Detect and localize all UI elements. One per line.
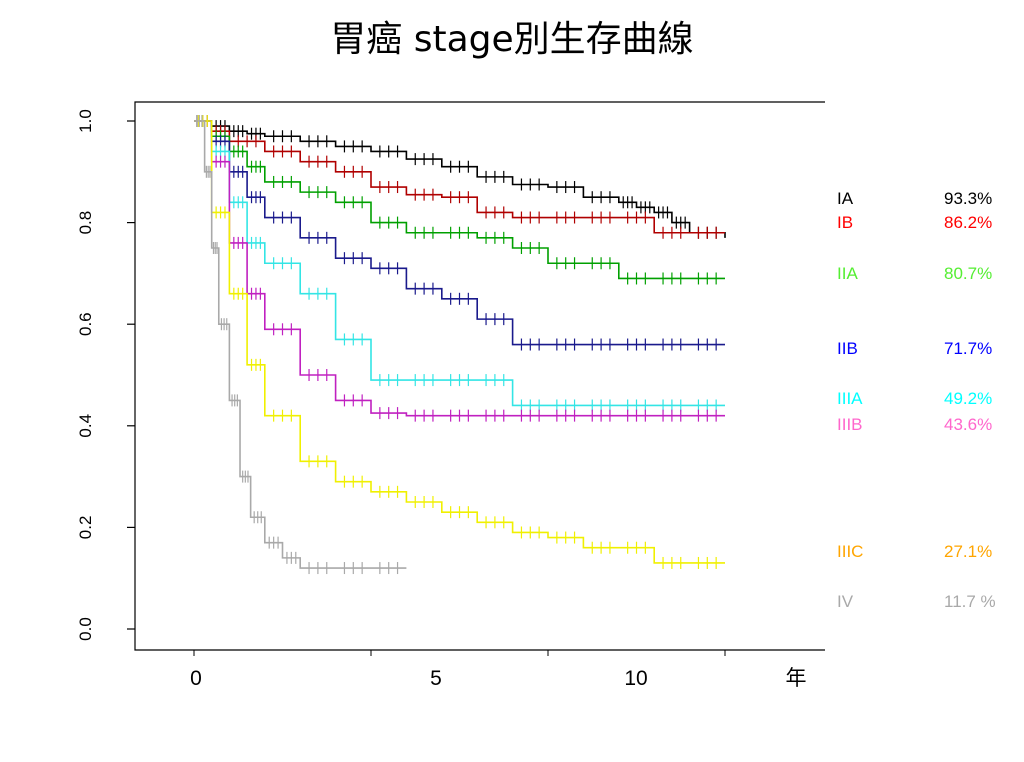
series-IA bbox=[194, 115, 726, 239]
legend-rate-IIIA: 49.2% bbox=[944, 389, 992, 408]
x-tick-label: 10 bbox=[624, 667, 647, 690]
legend-label-IV: IV bbox=[837, 592, 854, 611]
legend-rate-IV: 11.7 % bbox=[944, 592, 996, 611]
y-tick-label: 0.8 bbox=[76, 211, 95, 235]
legend-label-IIIA: IIIA bbox=[837, 389, 863, 408]
legend-rate-IIA: 80.7% bbox=[944, 264, 992, 283]
legend-rate-IA: 93.3% bbox=[944, 189, 992, 208]
legend-rate-IIB: 71.7% bbox=[944, 339, 992, 358]
x-tick-label: 0 bbox=[190, 667, 202, 690]
legend: IA 93.3% IB 86.2% IIA 80.7% IIB 71.7% IIIA 49.2% I… bbox=[837, 189, 996, 611]
plot-frame bbox=[134, 101, 825, 651]
legend-rate-IB: 86.2% bbox=[944, 213, 992, 232]
legend-label-IIA: IIA bbox=[837, 264, 858, 283]
chart-title: 胃癌 stage別生存曲線 bbox=[330, 19, 694, 60]
legend-label-IIIC: IIIC bbox=[837, 542, 863, 561]
legend-rate-IIIC: 27.1% bbox=[944, 542, 992, 561]
series-IIIA bbox=[194, 115, 725, 412]
series-line-IIB bbox=[194, 120, 725, 346]
x-tick-label: 5 bbox=[430, 667, 442, 690]
series-IIB bbox=[194, 115, 725, 351]
legend-label-IIB: IIB bbox=[837, 339, 858, 358]
y-tick-label: 0.6 bbox=[76, 312, 95, 336]
y-tick-label: 1.0 bbox=[76, 109, 95, 133]
legend-label-IB: IB bbox=[837, 213, 853, 232]
series-IV bbox=[194, 115, 407, 575]
legend-label-IA: IA bbox=[837, 189, 854, 208]
legend-label-IIIB: IIIB bbox=[837, 415, 863, 434]
series-line-IA bbox=[194, 120, 726, 238]
x-unit-label: 年 bbox=[786, 667, 807, 690]
axes: 0.0 0.2 0.4 0.6 0.8 1.0 0 5 10 年 bbox=[76, 101, 825, 690]
y-tick-label: 0.4 bbox=[76, 414, 95, 438]
series-line-IIIC bbox=[194, 120, 725, 564]
y-tick-label: 0.2 bbox=[76, 516, 95, 540]
y-tick-label: 0.0 bbox=[76, 617, 95, 641]
legend-rate-IIIB: 43.6% bbox=[944, 415, 992, 434]
series-group bbox=[194, 115, 726, 575]
